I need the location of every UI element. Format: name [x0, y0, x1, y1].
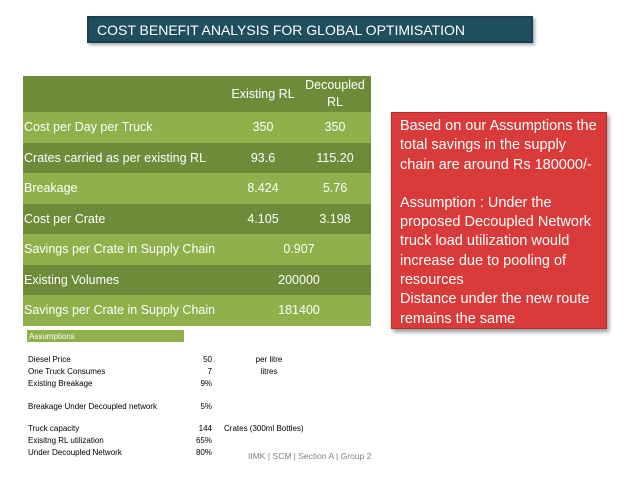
row-label: Savings per Crate in Supply Chain: [23, 234, 227, 265]
callout-distance-text: Distance under the new route remains the…: [400, 291, 590, 327]
assumption-value: 144: [198, 424, 212, 433]
assumption-value: 7: [207, 367, 212, 376]
assumption-unit: litres: [260, 367, 278, 376]
assumption-value: 65%: [195, 436, 212, 445]
table-row: Existing Volumes 200000: [23, 264, 371, 295]
decoupled-value: 115.20: [299, 142, 371, 173]
callout-savings-text: Based on our Assumptions the total savin…: [400, 118, 597, 173]
assumption-key: Under Decoupled Network: [28, 448, 122, 457]
assumption-unit: per litre: [255, 355, 283, 364]
assumptions-header-label: Assumptions: [29, 331, 75, 341]
assumption-value: 50: [203, 355, 212, 364]
assumption-key: Diesel Price: [28, 355, 71, 364]
row-label: Cost per Day per Truck: [23, 112, 227, 143]
row-label: Savings per Crate in Supply Chain: [23, 295, 227, 326]
assumption-key: One Truck Consumes: [28, 367, 106, 376]
callout-assumption-text: Assumption : Under the proposed Decouple…: [400, 194, 592, 289]
savings-callout-box: Based on our Assumptions the total savin…: [391, 112, 607, 329]
decoupled-value: 350: [299, 112, 371, 143]
existing-value: 350: [227, 112, 299, 143]
table-row: Breakage 8.424 5.76: [23, 173, 371, 204]
table-row: Cost per Crate 4.105 3.198: [23, 203, 371, 234]
existing-value: 8.424: [227, 173, 299, 204]
row-label: Crates carried as per existing RL: [23, 142, 227, 173]
assumption-value: 5%: [200, 402, 212, 411]
table-row: Cost per Day per Truck 350 350: [23, 112, 371, 143]
existing-value: 93.6: [227, 142, 299, 173]
slide-title: COST BENEFIT ANALYSIS FOR GLOBAL OPTIMIS…: [87, 16, 533, 43]
header-decoupled-rl: Decoupled RL: [299, 76, 371, 112]
merged-value: 200000: [227, 264, 371, 295]
decoupled-value: 5.76: [299, 173, 371, 204]
assumption-value: 9%: [200, 379, 212, 388]
existing-value: 4.105: [227, 203, 299, 234]
header-cell-empty: [23, 76, 227, 112]
assumption-key: Exisitng RL utilization: [28, 436, 104, 445]
table-row: Savings per Crate in Supply Chain 181400: [23, 295, 371, 326]
row-label: Existing Volumes: [23, 264, 227, 295]
table-row: Crates carried as per existing RL 93.6 1…: [23, 142, 371, 173]
row-label: Breakage: [23, 173, 227, 204]
merged-value: 181400: [227, 295, 371, 326]
slide-footer: IIMK | SCM | Section A | Group 2: [248, 451, 372, 461]
table-row: Savings per Crate in Supply Chain 0.907: [23, 234, 371, 265]
header-existing-rl: Existing RL: [227, 76, 299, 112]
assumption-key: Breakage Under Decoupled network: [28, 402, 157, 411]
assumption-key: Truck capacity: [28, 424, 80, 433]
table-header-row: Existing RL Decoupled RL: [23, 76, 371, 112]
assumption-key: Existing Breakage: [28, 379, 93, 388]
decoupled-value: 3.198: [299, 203, 371, 234]
assumptions-header: Assumptions: [27, 330, 184, 342]
merged-value: 0.907: [227, 234, 371, 265]
slide-title-text: COST BENEFIT ANALYSIS FOR GLOBAL OPTIMIS…: [97, 21, 465, 38]
cost-benefit-table: Existing RL Decoupled RL Cost per Day pe…: [23, 76, 371, 326]
row-label: Cost per Crate: [23, 203, 227, 234]
assumption-value: 80%: [195, 448, 212, 457]
assumption-unit: Crates (300ml Bottles): [224, 424, 304, 433]
